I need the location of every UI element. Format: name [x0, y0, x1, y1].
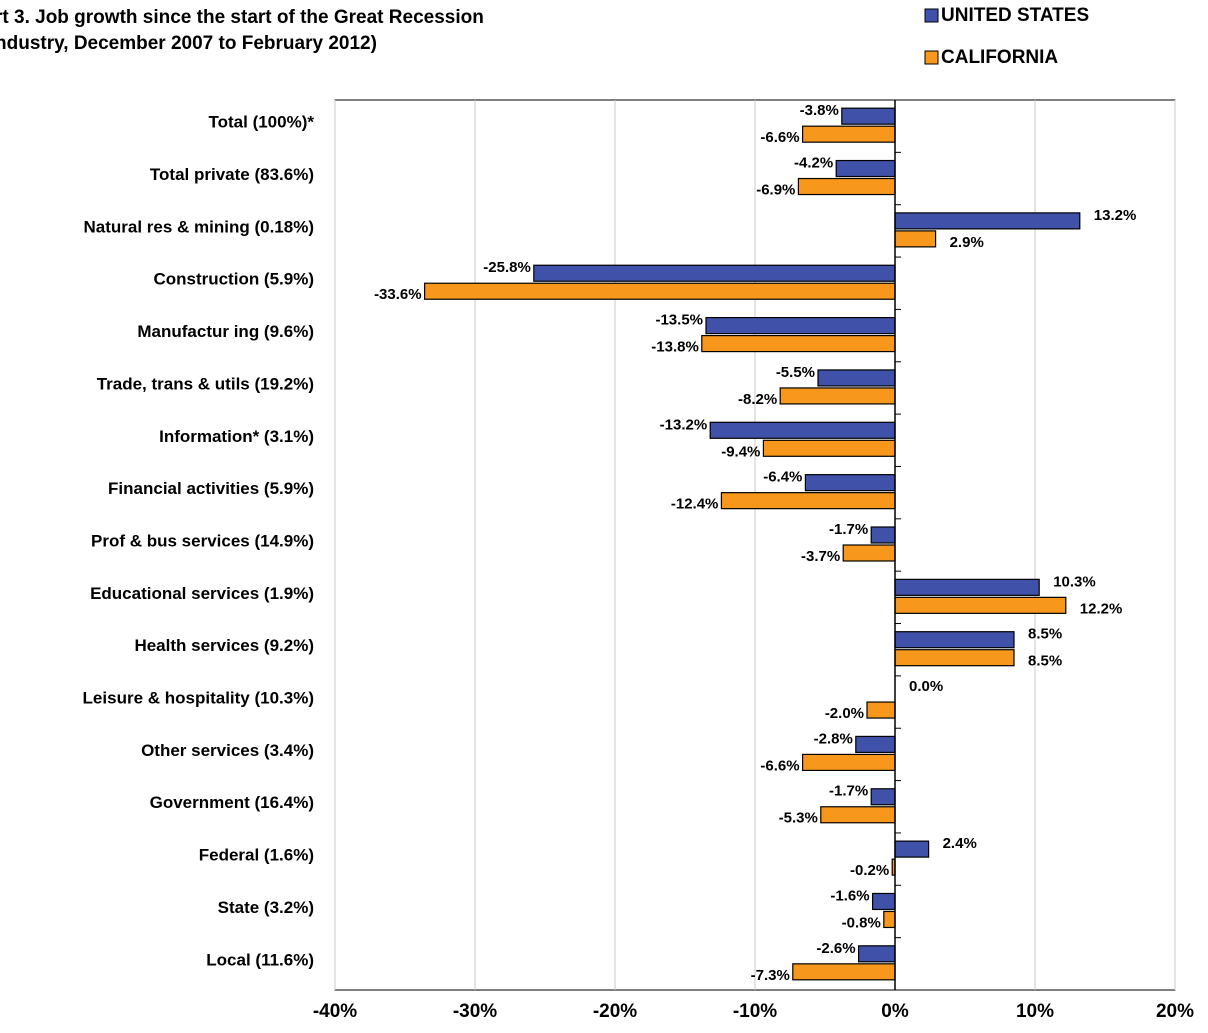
value-label: 2.4%	[943, 835, 977, 852]
bar	[894, 596, 1067, 614]
bar	[894, 840, 930, 858]
value-label: -13.8%	[651, 339, 699, 356]
bar	[871, 892, 896, 911]
bar	[855, 735, 896, 754]
value-label: -1.7%	[829, 783, 868, 800]
value-label: -4.2%	[794, 154, 833, 171]
value-label: -2.8%	[814, 730, 853, 747]
value-label: -1.6%	[830, 887, 869, 904]
y-tick-label: Trade, trans & utils (19.2%)	[97, 374, 314, 393]
y-tick-label: Educational services (1.9%)	[90, 584, 314, 603]
value-label: -6.4%	[763, 469, 802, 486]
y-tick-label: Prof & bus services (14.9%)	[91, 531, 314, 550]
value-label: -5.3%	[779, 810, 818, 827]
legend-swatch	[924, 50, 939, 65]
chart-title: ndustry, December 2007 to February 2012)	[0, 33, 377, 54]
y-tick-label: Other services (3.4%)	[141, 741, 314, 760]
value-label: -2.6%	[816, 940, 855, 957]
bar	[705, 316, 896, 335]
bar	[804, 474, 896, 492]
value-label: -0.8%	[842, 914, 881, 931]
value-label: 8.5%	[1028, 626, 1062, 643]
value-label: -2.0%	[825, 705, 864, 722]
y-tick-label: Federal (1.6%)	[199, 846, 314, 865]
bar	[797, 177, 896, 196]
bar	[894, 230, 937, 248]
x-tick-label: -10%	[733, 1001, 777, 1022]
bar	[779, 387, 896, 405]
y-tick-label: Leisure & hospitality (10.3%)	[83, 689, 314, 708]
legend-label: UNITED STATES	[941, 5, 1089, 26]
value-label: -7.3%	[751, 967, 790, 984]
x-tick-label: -20%	[593, 1001, 637, 1022]
y-tick-label: Financial activities (5.9%)	[108, 479, 314, 498]
value-label: 13.2%	[1094, 207, 1137, 224]
legend-label: CALIFORNIA	[941, 47, 1058, 68]
value-label: -33.6%	[374, 286, 422, 303]
bar	[866, 701, 896, 719]
value-label: 0.0%	[909, 678, 943, 695]
y-tick-label: Government (16.4%)	[150, 793, 314, 812]
value-label: -25.8%	[483, 259, 531, 276]
y-tick-label: State (3.2%)	[218, 898, 314, 917]
bar	[870, 788, 896, 806]
bar	[792, 963, 896, 981]
x-tick-label: -40%	[313, 1001, 357, 1022]
x-tick-label: -30%	[453, 1001, 497, 1022]
bar	[424, 282, 896, 300]
y-tick-label: Total private (83.6%)	[150, 165, 314, 184]
bar	[894, 578, 1040, 596]
value-label: -3.8%	[800, 102, 839, 119]
bar	[894, 631, 1015, 649]
bar	[883, 910, 896, 929]
bar	[857, 945, 896, 963]
y-tick-label: Local (11.6%)	[206, 950, 314, 969]
y-tick-label: Health services (9.2%)	[134, 636, 314, 655]
bar	[870, 526, 896, 544]
y-tick-label: Total (100%)*	[209, 113, 315, 132]
bar	[701, 334, 896, 353]
value-label: 12.2%	[1080, 600, 1123, 617]
bar	[533, 264, 896, 282]
value-label: -13.5%	[655, 312, 703, 329]
bar	[820, 806, 896, 824]
y-tick-label: Natural res & mining (0.18%)	[83, 217, 314, 236]
value-label: -9.4%	[721, 443, 760, 460]
x-tick-label: 10%	[1016, 1001, 1054, 1022]
bar	[817, 369, 896, 387]
x-tick-label: 20%	[1156, 1001, 1194, 1022]
value-label: -1.7%	[829, 521, 868, 538]
value-label: 2.9%	[950, 234, 984, 251]
bar	[762, 439, 896, 457]
bar	[835, 159, 896, 178]
value-label: -8.2%	[738, 391, 777, 408]
value-label: -5.5%	[776, 364, 815, 381]
bar	[801, 753, 896, 772]
value-label: -13.2%	[660, 416, 708, 433]
value-label: 10.3%	[1053, 573, 1096, 590]
legend-swatch	[924, 8, 939, 23]
value-label: 8.5%	[1028, 653, 1062, 670]
value-label: -6.9%	[756, 181, 795, 198]
value-label: -3.7%	[801, 548, 840, 565]
value-label: -0.2%	[850, 862, 889, 879]
bar	[894, 649, 1015, 667]
bar	[801, 125, 896, 143]
bar	[709, 421, 896, 439]
y-tick-label: Manufactur ing (9.6%)	[137, 322, 314, 341]
bar	[720, 492, 896, 510]
bar	[842, 544, 896, 562]
value-label: -6.6%	[760, 757, 799, 774]
value-label: -12.4%	[671, 496, 719, 513]
x-tick-label: 0%	[881, 1001, 909, 1022]
bar	[841, 107, 896, 125]
y-tick-label: Construction (5.9%)	[153, 270, 314, 289]
y-tick-label: Information* (3.1%)	[159, 427, 314, 446]
chart-title: rt 3. Job growth since the start of the …	[0, 7, 484, 28]
bar	[894, 212, 1081, 230]
value-label: -6.6%	[760, 129, 799, 146]
